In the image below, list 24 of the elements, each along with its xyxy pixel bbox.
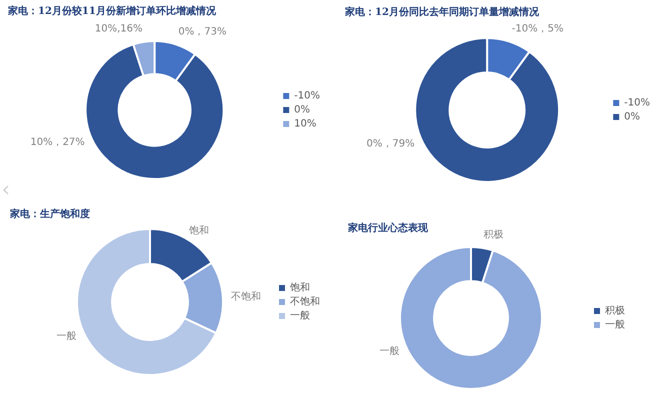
data-label: 积极 xyxy=(483,228,504,241)
text: 10%，27% xyxy=(30,137,85,148)
legend-label: 不饱和 xyxy=(290,296,320,308)
data-label: 饱和 xyxy=(188,224,210,237)
text: -10%，5% xyxy=(512,24,564,35)
text: 0%，79% xyxy=(366,138,415,150)
text: 0%，73% xyxy=(178,26,226,38)
chart-title: 家电行业心态表现 xyxy=(348,222,428,235)
data-label: 不饱和 xyxy=(230,290,261,303)
chart-title: 家电：生产饱和度 xyxy=(10,208,90,221)
legend-label: -10% xyxy=(624,98,650,109)
legend-label: 0% xyxy=(294,104,310,116)
legend-label: 饱和 xyxy=(289,282,310,294)
data-label: 一般 xyxy=(379,346,400,357)
legend-label: 一般 xyxy=(605,320,625,331)
legend-label: 0% xyxy=(624,112,640,123)
text: 10%,16% xyxy=(94,24,143,35)
legend-label: 10% xyxy=(294,118,316,130)
data-label: 一般 xyxy=(56,330,77,342)
legend-label: -10% xyxy=(294,90,320,102)
chart-title: 家电：12月份同比去年同期订单量增减情况 xyxy=(345,6,539,19)
chart-title: 家电：12月份较11月份新增订单环比增减情况 xyxy=(8,5,216,18)
legend-label: 一般 xyxy=(290,310,310,322)
legend-label: 积极 xyxy=(605,304,625,317)
